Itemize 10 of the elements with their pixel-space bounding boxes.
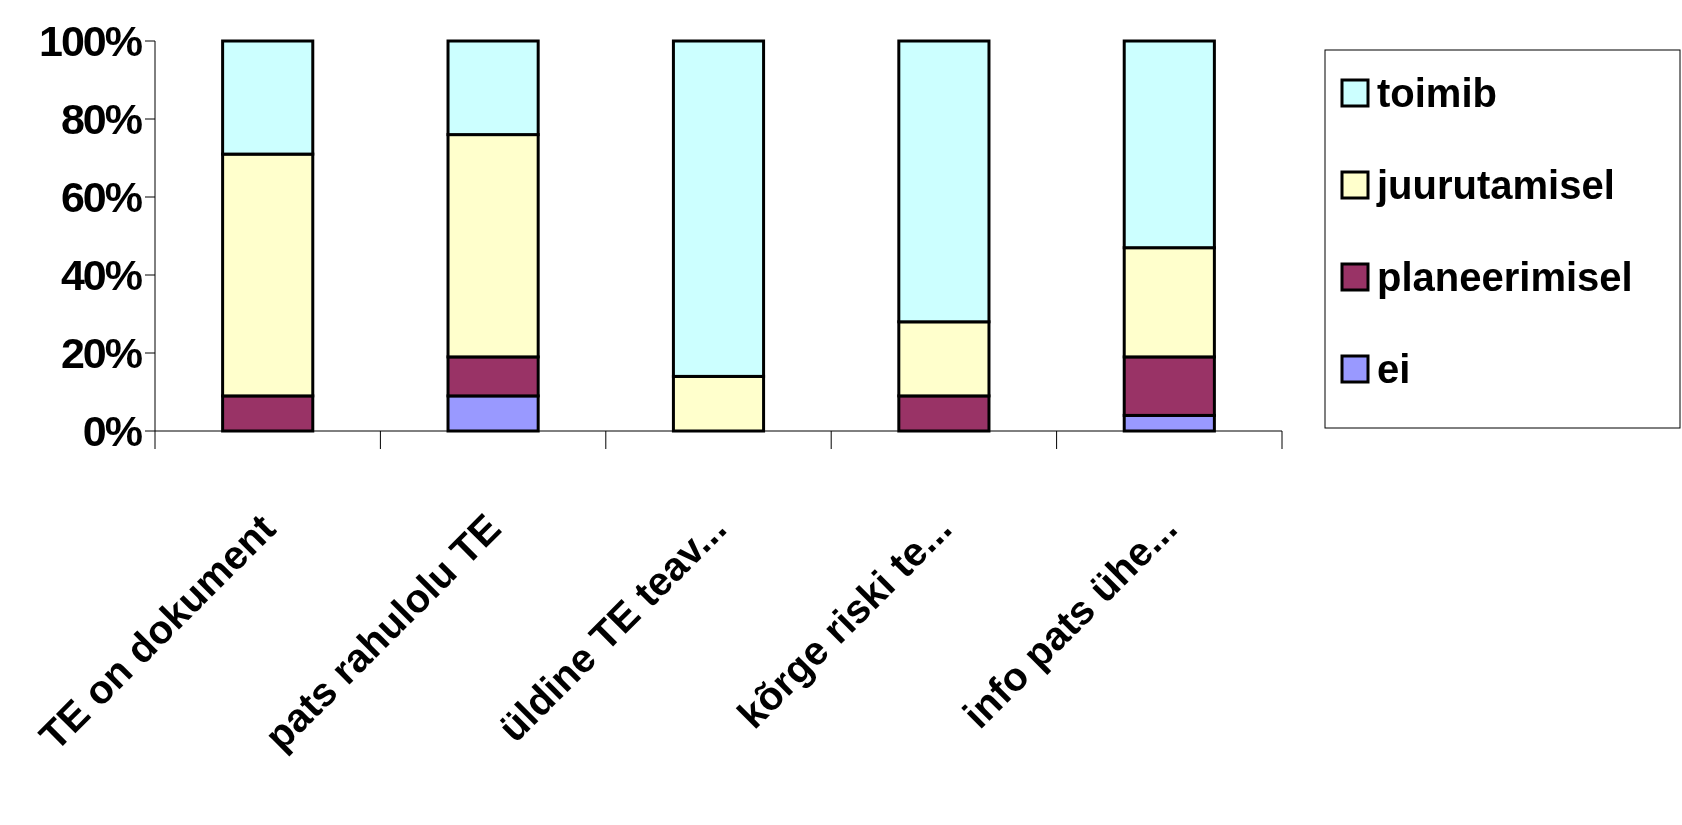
- legend-label: toimib: [1377, 71, 1497, 115]
- y-tick-label: 60%: [60, 173, 143, 222]
- y-tick-label: 80%: [60, 95, 143, 144]
- y-tick-label: 40%: [60, 251, 143, 300]
- y-tick-label: 0%: [82, 407, 143, 456]
- legend-label: planeerimisel: [1377, 255, 1633, 299]
- y-tick-label: 100%: [39, 17, 143, 66]
- y-tick-label: 20%: [60, 329, 143, 378]
- legend-label: juurutamisel: [1376, 163, 1615, 207]
- legend-label: ei: [1377, 347, 1411, 391]
